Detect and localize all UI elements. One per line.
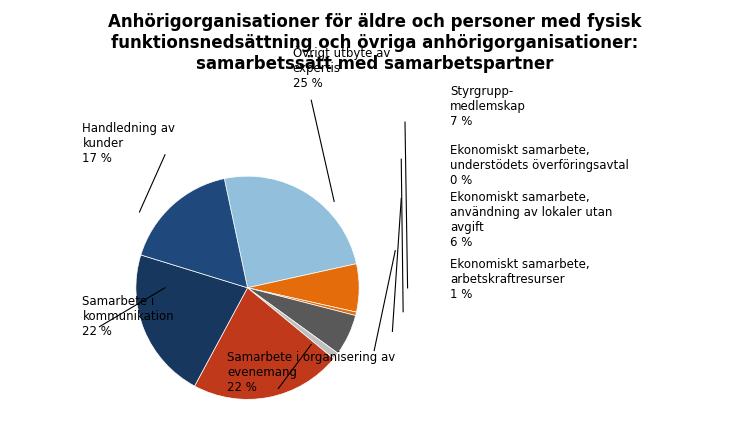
Wedge shape — [248, 288, 338, 359]
Text: Övrigt utbyte av
expertis
25 %: Övrigt utbyte av expertis 25 % — [292, 46, 390, 89]
Wedge shape — [141, 179, 248, 288]
Wedge shape — [194, 288, 334, 399]
Wedge shape — [248, 288, 356, 353]
Text: Styrgrupp-
medlemskap
7 %: Styrgrupp- medlemskap 7 % — [450, 85, 526, 128]
Text: Ekonomiskt samarbete,
understödets överföringsavtal
0 %: Ekonomiskt samarbete, understödets överf… — [450, 144, 628, 187]
Text: Samarbete i organisering av
evenemang
22 %: Samarbete i organisering av evenemang 22… — [227, 351, 395, 394]
Wedge shape — [248, 264, 359, 312]
Wedge shape — [224, 176, 356, 288]
Wedge shape — [136, 255, 248, 386]
Text: Ekonomiskt samarbete,
arbetskraftresurser
1 %: Ekonomiskt samarbete, arbetskraftresurse… — [450, 258, 590, 300]
Text: Ekonomiskt samarbete,
användning av lokaler utan
avgift
6 %: Ekonomiskt samarbete, användning av loka… — [450, 191, 612, 249]
Text: Samarbete i
kommunikation
22 %: Samarbete i kommunikation 22 % — [82, 295, 174, 337]
Text: Handledning av
kunder
17 %: Handledning av kunder 17 % — [82, 123, 176, 165]
Wedge shape — [248, 288, 356, 316]
Text: Anhörigorganisationer för äldre och personer med fysisk
funktionsnedsättning och: Anhörigorganisationer för äldre och pers… — [108, 13, 642, 73]
